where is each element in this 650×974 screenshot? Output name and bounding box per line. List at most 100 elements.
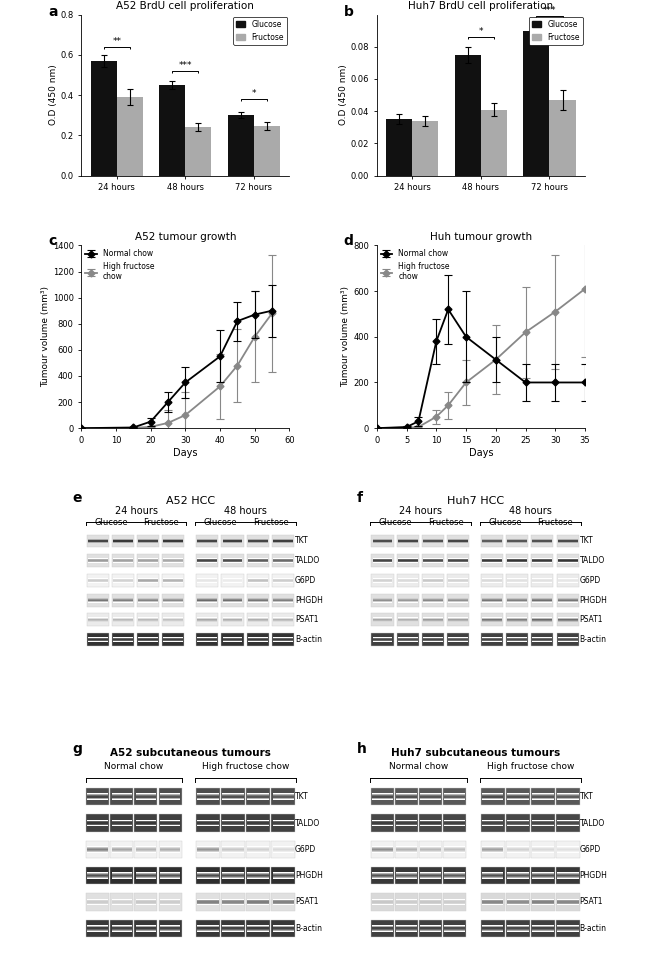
Bar <box>395 919 418 937</box>
Bar <box>272 594 294 607</box>
Bar <box>159 867 181 884</box>
Bar <box>371 841 394 858</box>
Bar <box>271 893 296 911</box>
X-axis label: Days: Days <box>173 448 198 458</box>
Text: *: * <box>252 90 256 98</box>
Text: a: a <box>48 5 57 19</box>
Bar <box>159 919 181 937</box>
Bar <box>443 841 466 858</box>
Bar <box>371 594 394 607</box>
Title: A52 BrdU cell proliferation: A52 BrdU cell proliferation <box>116 1 254 11</box>
Bar <box>395 893 418 911</box>
Y-axis label: Tumour volume (mm³): Tumour volume (mm³) <box>41 286 50 388</box>
Bar <box>185 128 211 175</box>
Text: 24 hours: 24 hours <box>399 506 442 516</box>
Bar <box>556 919 580 937</box>
Bar <box>371 574 394 586</box>
Bar <box>222 614 244 626</box>
Bar <box>162 594 185 607</box>
Bar <box>419 867 442 884</box>
Text: TALDO: TALDO <box>580 556 604 565</box>
Bar <box>137 594 159 607</box>
Bar <box>246 788 270 805</box>
Bar <box>86 554 109 567</box>
Text: PHGDH: PHGDH <box>580 596 607 605</box>
Bar <box>135 788 157 805</box>
Bar <box>395 867 418 884</box>
Text: 24 hours: 24 hours <box>114 506 157 516</box>
Bar <box>112 535 134 547</box>
Text: B-actin: B-actin <box>295 635 322 644</box>
Bar <box>531 594 553 607</box>
Bar <box>162 535 185 547</box>
Bar <box>422 554 444 567</box>
Text: A52 HCC: A52 HCC <box>166 496 215 506</box>
Bar <box>480 867 504 884</box>
Bar <box>395 814 418 832</box>
Bar <box>221 867 245 884</box>
Bar <box>506 919 530 937</box>
Text: Normal chow: Normal chow <box>104 763 163 771</box>
Bar <box>556 594 578 607</box>
Bar <box>222 554 244 567</box>
Bar <box>447 535 469 547</box>
Text: TALDO: TALDO <box>295 818 320 828</box>
Bar <box>111 814 133 832</box>
Bar <box>531 788 555 805</box>
Text: A52 subcutaneous tumours: A52 subcutaneous tumours <box>111 748 271 759</box>
Bar <box>159 814 181 832</box>
Bar <box>222 535 244 547</box>
Legend: Glucose, Fructose: Glucose, Fructose <box>233 17 287 45</box>
Y-axis label: O.D (450 nm): O.D (450 nm) <box>339 64 348 126</box>
Bar <box>221 893 245 911</box>
Bar <box>111 788 133 805</box>
Bar <box>506 633 528 646</box>
Bar <box>506 614 528 626</box>
Bar <box>371 535 394 547</box>
Bar <box>135 893 157 911</box>
Text: ***: *** <box>543 7 556 16</box>
Bar <box>246 535 268 547</box>
Bar <box>246 574 268 586</box>
Text: Huh7 subcutaneous tumours: Huh7 subcutaneous tumours <box>391 748 560 759</box>
Bar <box>196 788 220 805</box>
Bar <box>271 867 296 884</box>
Bar <box>86 867 109 884</box>
Text: G6PD: G6PD <box>295 576 316 585</box>
Bar <box>221 919 245 937</box>
Bar <box>531 841 555 858</box>
Text: PSAT1: PSAT1 <box>295 897 318 907</box>
Text: TALDO: TALDO <box>295 556 320 565</box>
Bar <box>480 841 504 858</box>
Bar <box>455 55 481 175</box>
Bar <box>117 97 143 175</box>
Bar <box>447 614 469 626</box>
Bar <box>523 31 549 175</box>
Bar <box>480 814 504 832</box>
Bar <box>271 919 296 937</box>
Bar <box>506 814 530 832</box>
Bar <box>162 633 185 646</box>
Bar <box>137 554 159 567</box>
Bar <box>371 554 394 567</box>
Bar <box>159 893 181 911</box>
Bar <box>196 574 218 586</box>
Legend: Normal chow, High fructose
chow: Normal chow, High fructose chow <box>84 247 155 283</box>
Text: TKT: TKT <box>295 792 308 802</box>
Bar <box>371 893 394 911</box>
Bar <box>272 633 294 646</box>
Bar <box>531 554 553 567</box>
Bar <box>422 614 444 626</box>
Bar <box>246 893 270 911</box>
Bar <box>556 574 578 586</box>
Bar <box>222 633 244 646</box>
Bar <box>222 574 244 586</box>
Bar <box>86 919 109 937</box>
Bar <box>112 633 134 646</box>
Text: TALDO: TALDO <box>580 818 604 828</box>
Bar <box>196 614 218 626</box>
Bar <box>531 919 555 937</box>
Bar <box>396 574 419 586</box>
Text: Glucose: Glucose <box>203 518 237 527</box>
Bar <box>531 535 553 547</box>
